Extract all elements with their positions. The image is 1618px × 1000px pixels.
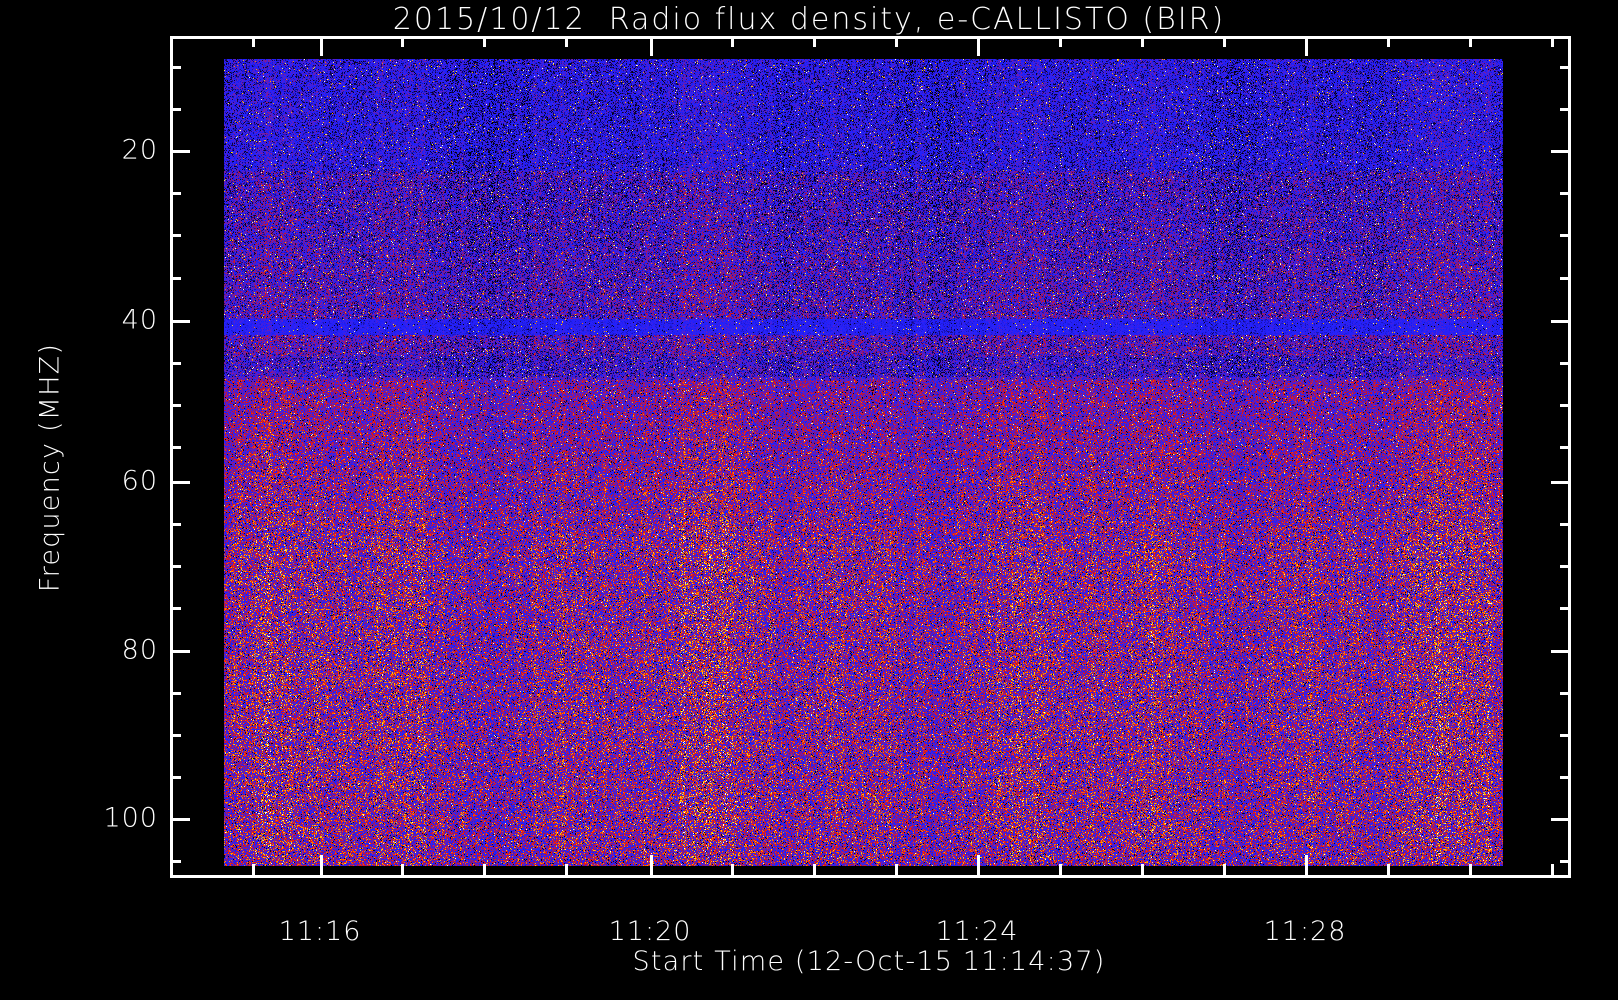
x-minor-tick-top-0 — [170, 36, 173, 47]
y-minor-tick-5 — [170, 362, 181, 365]
y-minor-tick-14 — [170, 860, 181, 863]
x-minor-tick-13 — [1551, 864, 1554, 875]
axis-line-bottom — [170, 875, 1571, 878]
x-minor-tick-top-3 — [483, 36, 486, 47]
x-major-tick-1 — [650, 855, 653, 875]
y-major-tick-right-2 — [1551, 481, 1571, 484]
y-minor-tick-right-7 — [1560, 446, 1571, 449]
y-minor-tick-right-6 — [1560, 404, 1571, 407]
y-minor-tick-2 — [170, 192, 181, 195]
x-minor-tick-8 — [1059, 864, 1062, 875]
x-minor-tick-11 — [1387, 864, 1390, 875]
x-minor-tick-top-13 — [1551, 36, 1554, 47]
y-minor-tick-right-10 — [1560, 607, 1571, 610]
y-major-tick-1 — [170, 320, 190, 323]
y-tick-label-0: 20 — [121, 134, 158, 166]
y-axis-title: Frequency (MHZ) — [34, 342, 66, 593]
x-minor-tick-top-5 — [731, 36, 734, 47]
x-minor-tick-top-10 — [1223, 36, 1226, 47]
y-minor-tick-7 — [170, 446, 181, 449]
x-minor-tick-top-2 — [401, 36, 404, 47]
x-minor-tick-1 — [252, 864, 255, 875]
y-minor-tick-right-2 — [1560, 192, 1571, 195]
x-tick-label-1: 11:20 — [608, 916, 692, 947]
spectrogram-image — [224, 59, 1503, 866]
x-minor-tick-6 — [813, 864, 816, 875]
y-minor-tick-11 — [170, 692, 181, 695]
x-minor-tick-12 — [1469, 864, 1472, 875]
y-minor-tick-12 — [170, 734, 181, 737]
y-minor-tick-right-11 — [1560, 692, 1571, 695]
axis-line-top — [170, 36, 1571, 39]
y-major-tick-right-1 — [1551, 320, 1571, 323]
y-minor-tick-right-3 — [1560, 234, 1571, 237]
y-minor-tick-10 — [170, 607, 181, 610]
x-tick-label-0: 11:16 — [278, 916, 362, 947]
axis-line-right — [1568, 36, 1571, 878]
x-minor-tick-top-7 — [895, 36, 898, 47]
y-major-tick-right-4 — [1551, 818, 1571, 821]
y-major-tick-2 — [170, 481, 190, 484]
y-minor-tick-9 — [170, 565, 181, 568]
y-tick-label-1: 40 — [121, 304, 158, 336]
x-minor-tick-top-9 — [1141, 36, 1144, 47]
y-major-tick-right-3 — [1551, 650, 1571, 653]
x-minor-tick-top-1 — [252, 36, 255, 47]
page-title: 2015/10/12 Radio flux density, e-CALLIST… — [392, 2, 1226, 37]
x-minor-tick-5 — [731, 864, 734, 875]
x-minor-tick-3 — [483, 864, 486, 875]
x-major-tick-top-1 — [650, 36, 653, 56]
x-major-tick-0 — [320, 855, 323, 875]
y-tick-label-4: 100 — [103, 802, 158, 834]
y-minor-tick-right-9 — [1560, 565, 1571, 568]
y-minor-tick-4 — [170, 277, 181, 280]
y-minor-tick-right-0 — [1560, 66, 1571, 69]
y-minor-tick-0 — [170, 66, 181, 69]
x-minor-tick-top-8 — [1059, 36, 1062, 47]
x-minor-tick-top-4 — [565, 36, 568, 47]
x-major-tick-top-0 — [320, 36, 323, 56]
y-minor-tick-13 — [170, 776, 181, 779]
x-major-tick-2 — [977, 855, 980, 875]
x-minor-tick-top-11 — [1387, 36, 1390, 47]
y-minor-tick-right-12 — [1560, 734, 1571, 737]
y-minor-tick-right-8 — [1560, 523, 1571, 526]
y-major-tick-3 — [170, 650, 190, 653]
x-major-tick-top-2 — [977, 36, 980, 56]
x-major-tick-3 — [1305, 855, 1308, 875]
y-minor-tick-3 — [170, 234, 181, 237]
y-minor-tick-right-14 — [1560, 860, 1571, 863]
x-minor-tick-top-12 — [1469, 36, 1472, 47]
y-minor-tick-6 — [170, 404, 181, 407]
y-major-tick-0 — [170, 150, 190, 153]
x-minor-tick-10 — [1223, 864, 1226, 875]
y-minor-tick-1 — [170, 108, 181, 111]
y-minor-tick-right-1 — [1560, 108, 1571, 111]
x-tick-label-3: 11:28 — [1263, 916, 1347, 947]
y-minor-tick-right-13 — [1560, 776, 1571, 779]
axis-line-left — [170, 36, 173, 878]
y-minor-tick-right-5 — [1560, 362, 1571, 365]
y-minor-tick-right-4 — [1560, 277, 1571, 280]
y-tick-label-3: 80 — [121, 634, 158, 666]
x-axis-title: Start Time (12-Oct-15 11:14:37) — [632, 946, 1106, 977]
y-major-tick-right-0 — [1551, 150, 1571, 153]
y-tick-label-2: 60 — [121, 465, 158, 497]
x-minor-tick-top-6 — [813, 36, 816, 47]
x-minor-tick-0 — [170, 864, 173, 875]
y-minor-tick-8 — [170, 523, 181, 526]
x-tick-label-2: 11:24 — [935, 916, 1019, 947]
x-minor-tick-2 — [401, 864, 404, 875]
x-major-tick-top-3 — [1305, 36, 1308, 56]
x-minor-tick-9 — [1141, 864, 1144, 875]
x-minor-tick-7 — [895, 864, 898, 875]
x-minor-tick-4 — [565, 864, 568, 875]
y-major-tick-4 — [170, 818, 190, 821]
